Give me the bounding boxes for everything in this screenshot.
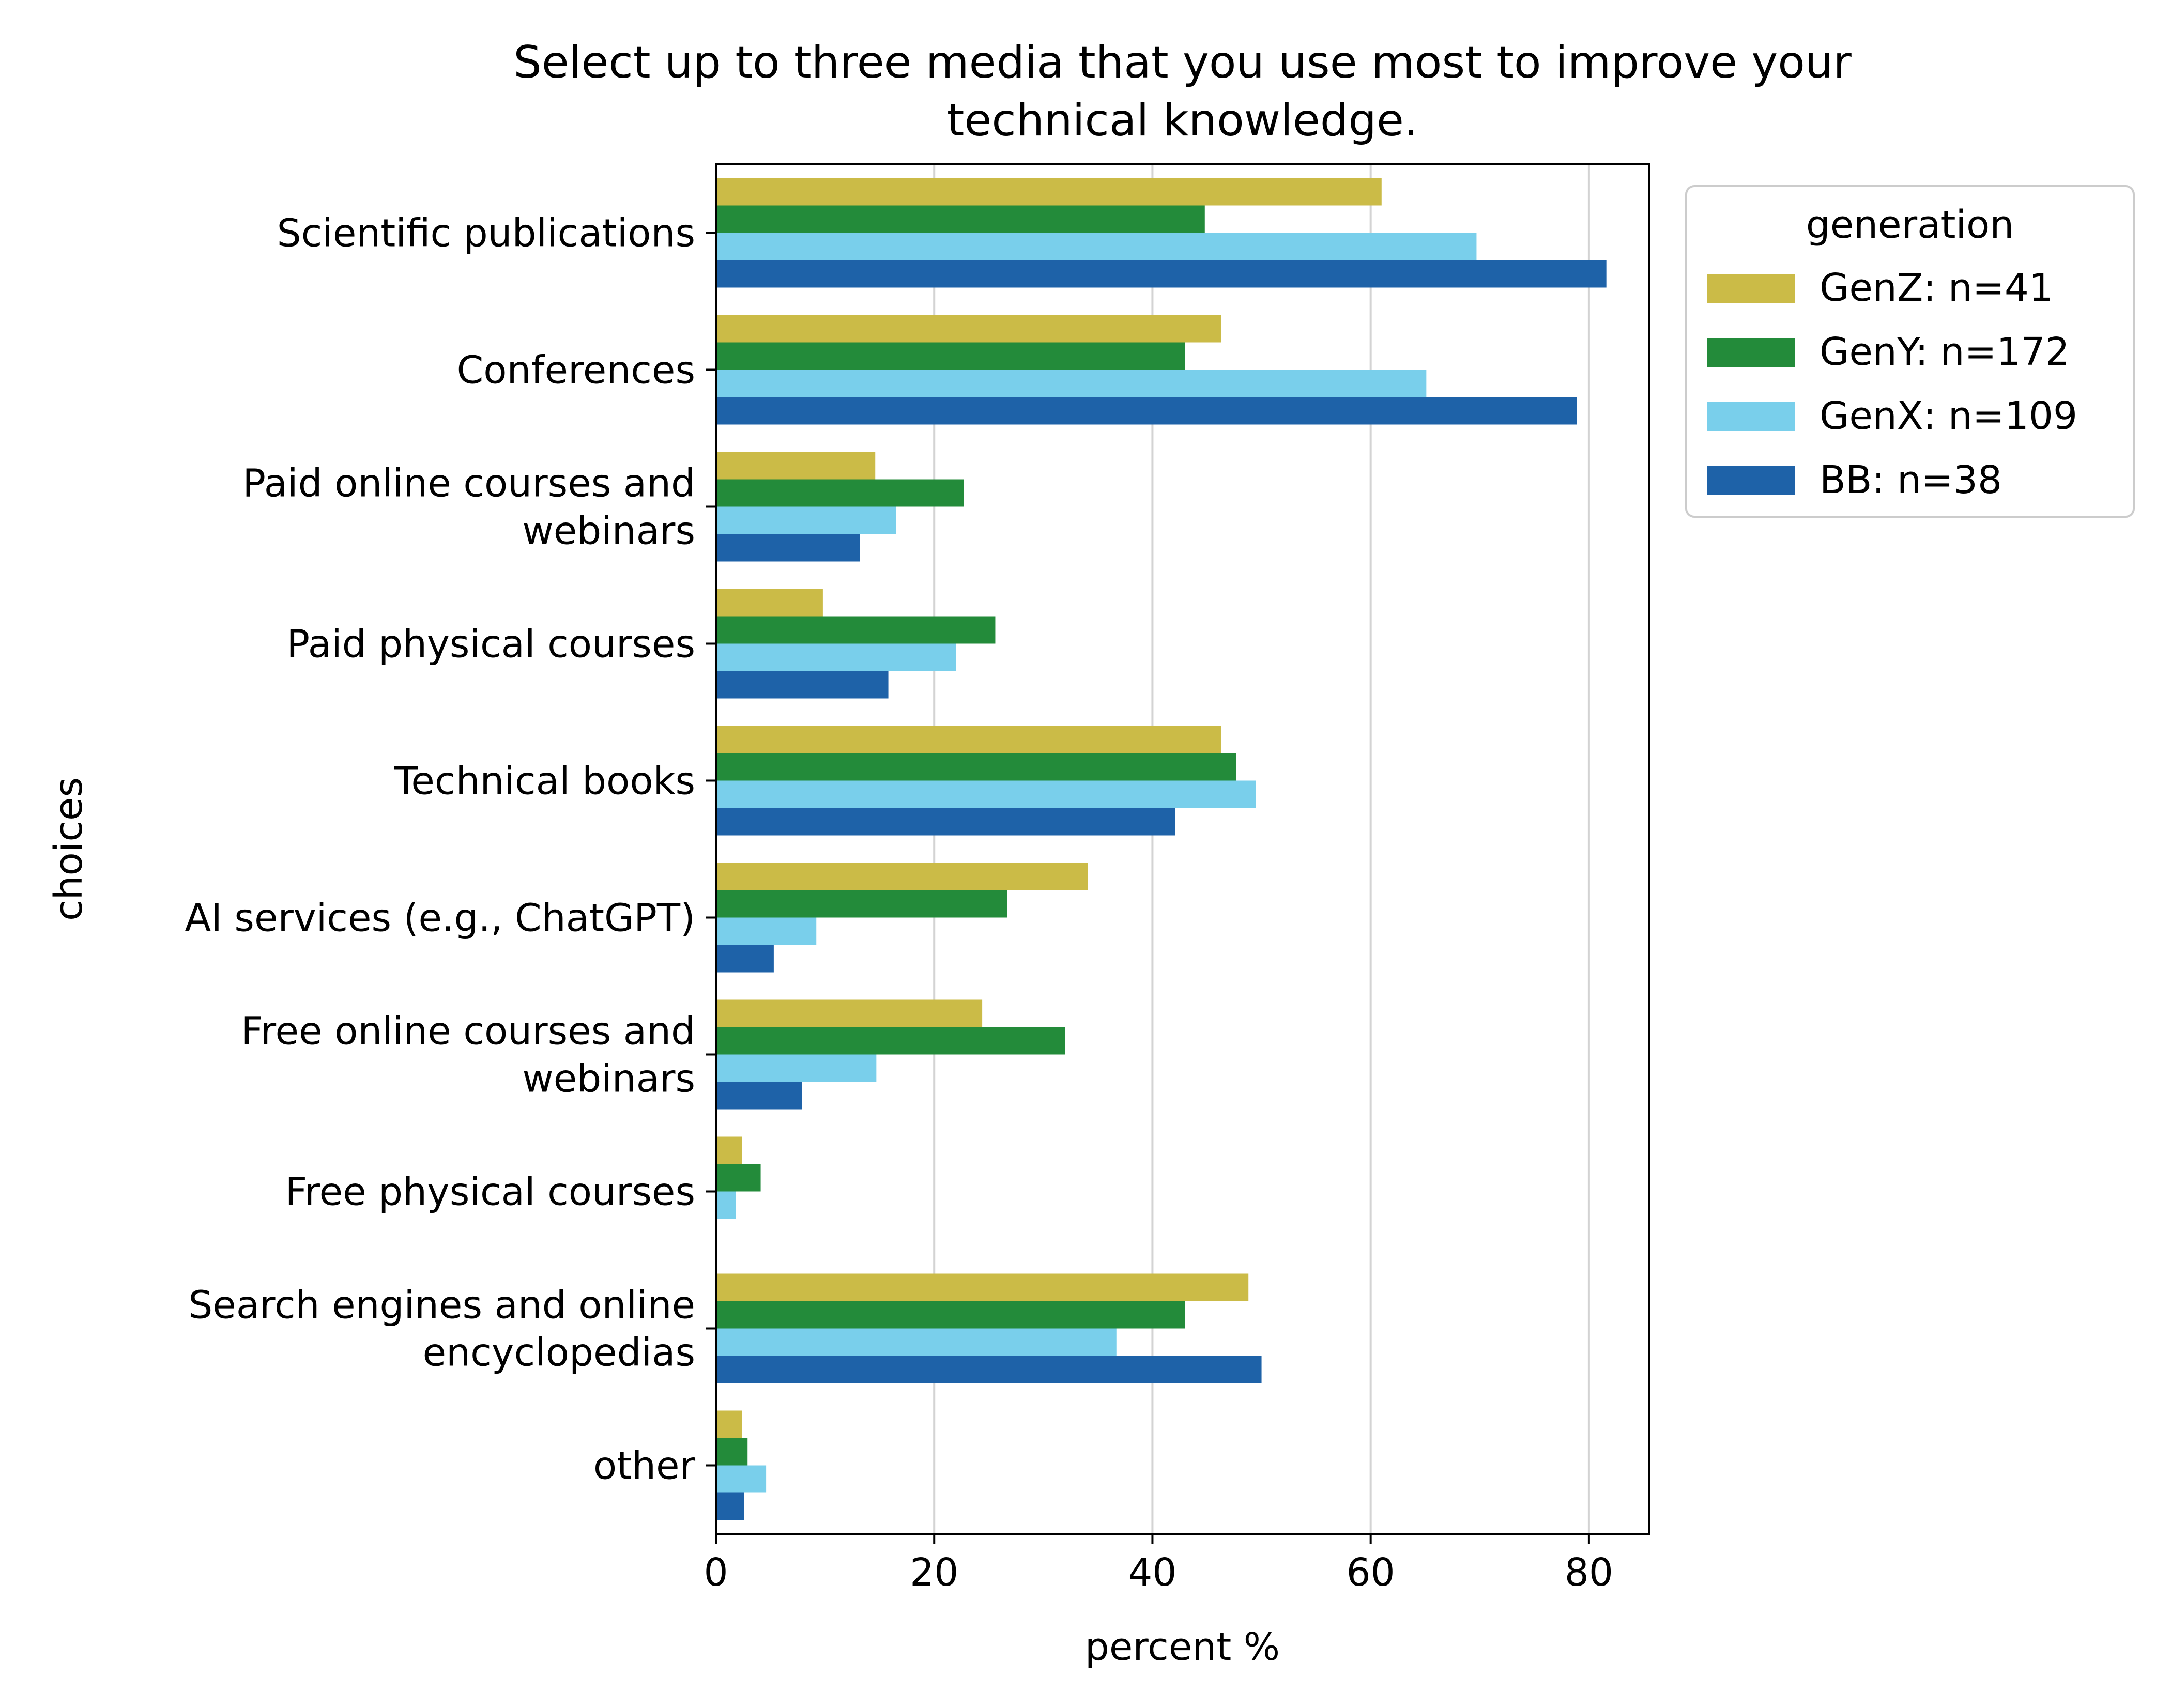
bar-3-10 bbox=[716, 1465, 767, 1493]
legend-label-3: GenX: n=109 bbox=[1820, 394, 2077, 438]
bar-3-6 bbox=[716, 917, 817, 945]
bar-1-8 bbox=[716, 1136, 742, 1164]
legend: generation GenZ: n=41 GenY: n=172 GenX: n=1… bbox=[1685, 185, 2135, 518]
bar-1-6 bbox=[716, 863, 1088, 890]
legend-swatch-1 bbox=[1707, 274, 1795, 303]
y-category-label: Conferences bbox=[457, 348, 695, 393]
bar-3-5 bbox=[716, 780, 1256, 808]
chart-text: 0 20 40 60 80 Scientific publications Conferen… bbox=[47, 37, 1852, 1669]
bar-3-3 bbox=[716, 506, 896, 534]
bar-4-2 bbox=[716, 397, 1577, 425]
y-category-label: AI services (e.g., ChatGPT) bbox=[185, 896, 695, 941]
bar-3-7 bbox=[716, 1054, 877, 1082]
bars bbox=[716, 178, 1607, 1520]
bar-1-2 bbox=[716, 315, 1221, 343]
bar-3-1 bbox=[716, 233, 1477, 260]
bar-2-2 bbox=[716, 342, 1185, 370]
legend-swatch-4 bbox=[1707, 466, 1795, 495]
x-tick-label: 40 bbox=[1128, 1550, 1176, 1595]
bar-2-8 bbox=[716, 1164, 761, 1192]
legend-swatch-3 bbox=[1707, 402, 1795, 431]
chart-title: technical knowledge. bbox=[947, 95, 1418, 146]
bar-4-10 bbox=[716, 1492, 744, 1520]
bar-1-4 bbox=[716, 589, 823, 617]
bar-3-9 bbox=[716, 1328, 1117, 1356]
plot-frame bbox=[715, 163, 1650, 1535]
legend-swatch-2 bbox=[1707, 338, 1795, 367]
y-category-label: other bbox=[593, 1444, 696, 1488]
bar-4-7 bbox=[716, 1082, 802, 1110]
y-category-label: Scientific publications bbox=[277, 211, 695, 256]
y-category-label: Paid physical courses bbox=[286, 622, 695, 667]
bar-3-2 bbox=[716, 370, 1427, 397]
x-tick-label: 0 bbox=[704, 1550, 728, 1595]
x-tick-label: 20 bbox=[910, 1550, 958, 1595]
y-category-label: Technical books bbox=[394, 759, 695, 804]
bar-2-9 bbox=[716, 1301, 1185, 1329]
axes bbox=[706, 163, 1650, 1544]
bar-4-1 bbox=[716, 260, 1607, 288]
legend-title: generation bbox=[1806, 203, 2014, 247]
bar-2-6 bbox=[716, 890, 1007, 918]
bar-4-3 bbox=[716, 534, 860, 562]
bar-2-3 bbox=[716, 479, 964, 507]
y-category-label: Free physical courses bbox=[285, 1170, 695, 1214]
legend-label-2: GenY: n=172 bbox=[1820, 330, 2070, 374]
bar-1-10 bbox=[716, 1410, 742, 1438]
bar-2-7 bbox=[716, 1027, 1065, 1055]
legend-label-1: GenZ: n=41 bbox=[1820, 266, 2053, 310]
bar-4-9 bbox=[716, 1356, 1262, 1383]
bar-1-9 bbox=[716, 1273, 1249, 1301]
y-axis-label: choices bbox=[47, 777, 91, 921]
x-tick-label: 80 bbox=[1565, 1550, 1613, 1595]
bar-1-5 bbox=[716, 726, 1221, 753]
x-axis-label: percent % bbox=[1085, 1625, 1280, 1669]
legend-box bbox=[1685, 185, 2135, 518]
bar-2-4 bbox=[716, 616, 996, 644]
y-category-label: encyclopedias bbox=[423, 1331, 695, 1375]
bar-2-5 bbox=[716, 753, 1236, 781]
bar-1-3 bbox=[716, 452, 876, 480]
y-category-label: Paid online courses and bbox=[242, 461, 695, 506]
bar-2-10 bbox=[716, 1438, 748, 1466]
bar-4-6 bbox=[716, 945, 774, 973]
bar-4-5 bbox=[716, 808, 1175, 836]
bar-1-1 bbox=[716, 178, 1382, 206]
bar-4-4 bbox=[716, 671, 889, 699]
chart-title: Select up to three media that you use mo… bbox=[513, 37, 1852, 88]
y-category-label: webinars bbox=[522, 509, 695, 553]
x-tick-label: 60 bbox=[1347, 1550, 1395, 1595]
bar-3-8 bbox=[716, 1191, 736, 1219]
y-category-label: Search engines and online bbox=[188, 1283, 695, 1328]
legend-label-4: BB: n=38 bbox=[1820, 458, 2002, 502]
y-category-label: webinars bbox=[522, 1057, 695, 1101]
y-category-label: Free online courses and bbox=[241, 1009, 695, 1054]
bar-1-7 bbox=[716, 999, 983, 1027]
bar-2-1 bbox=[716, 205, 1205, 233]
bar-3-4 bbox=[716, 643, 956, 671]
